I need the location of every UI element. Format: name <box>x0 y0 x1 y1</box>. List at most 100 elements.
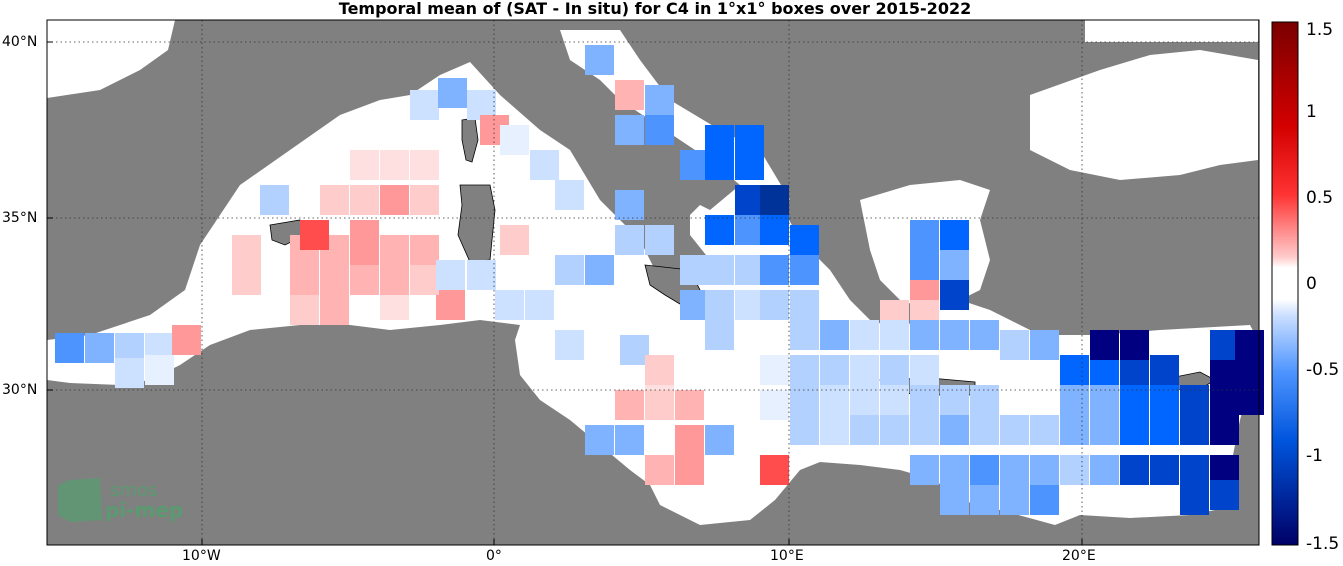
anomaly-cell <box>940 250 969 280</box>
anomaly-cell <box>880 355 909 385</box>
anomaly-cell <box>850 320 879 350</box>
anomaly-cell <box>1120 455 1149 485</box>
anomaly-cell <box>410 185 439 215</box>
anomaly-cell <box>910 250 939 280</box>
anomaly-cell <box>645 355 674 385</box>
lon-label-20e: 20°E <box>1062 548 1096 564</box>
anomaly-cell <box>910 355 939 385</box>
anomaly-cell <box>1090 385 1119 415</box>
anomaly-cell <box>1235 385 1264 415</box>
anomaly-cell <box>585 45 614 75</box>
anomaly-cell <box>940 485 969 515</box>
anomaly-cell <box>380 265 409 295</box>
anomaly-cell <box>495 290 524 320</box>
graticule <box>47 20 1259 545</box>
anomaly-cell <box>705 150 734 180</box>
anomaly-cell <box>438 78 467 108</box>
anomaly-cell <box>525 290 554 320</box>
anomaly-cell <box>880 385 909 415</box>
anomaly-cell <box>820 385 849 415</box>
anomaly-cell <box>1090 455 1119 485</box>
anomaly-cell <box>850 355 879 385</box>
colorbar-tick-1-5: 1.5 <box>1306 20 1334 40</box>
lon-label-10e: 10°E <box>770 548 804 564</box>
anomaly-cell <box>615 425 644 455</box>
anomaly-cell <box>760 455 789 485</box>
anomaly-cell <box>85 333 114 363</box>
anomaly-cell <box>790 320 819 350</box>
anomaly-cell <box>55 333 84 363</box>
anomaly-cell <box>680 255 709 285</box>
anomaly-cell <box>320 295 349 325</box>
anomaly-cell <box>850 415 879 445</box>
anomaly-cell <box>467 260 496 290</box>
anomaly-cell <box>910 415 939 445</box>
anomaly-cell <box>380 235 409 265</box>
anomaly-cell <box>320 185 349 215</box>
anomaly-cell <box>145 355 174 385</box>
anomaly-cell <box>970 455 999 485</box>
anomaly-cell <box>290 265 319 295</box>
anomaly-cell <box>1210 480 1239 510</box>
anomaly-cell <box>436 260 465 290</box>
anomaly-cell <box>1150 455 1179 485</box>
anomaly-cell <box>620 335 649 365</box>
anomaly-cell <box>880 415 909 445</box>
anomaly-cell <box>380 150 409 180</box>
anomaly-cell <box>645 390 674 420</box>
anomaly-cell <box>1090 415 1119 445</box>
anomaly-cell <box>615 115 644 145</box>
anomaly-cell <box>680 150 709 180</box>
anomaly-cell <box>1030 485 1059 515</box>
anomaly-cell <box>1150 355 1179 385</box>
anomaly-cell <box>1180 485 1209 515</box>
tick-marks <box>47 41 1083 545</box>
anomaly-cell <box>760 355 789 385</box>
anomaly-cell <box>1030 455 1059 485</box>
anomaly-cell <box>910 220 939 250</box>
anomaly-cell <box>1150 415 1179 445</box>
anomaly-cell <box>1120 415 1149 445</box>
anomaly-cell <box>790 385 819 415</box>
anomaly-cell <box>350 265 379 295</box>
anomaly-cell <box>880 320 909 350</box>
anomaly-cell <box>680 290 709 320</box>
anomaly-cell <box>410 90 439 120</box>
anomaly-cell <box>705 215 734 245</box>
anomaly-cell <box>1150 385 1179 415</box>
anomaly-cell <box>585 425 614 455</box>
anomaly-cell <box>970 385 999 415</box>
anomaly-cell <box>675 455 704 485</box>
anomaly-cell <box>1120 385 1149 415</box>
anomaly-cell <box>350 185 379 215</box>
anomaly-cell <box>1000 330 1029 360</box>
anomaly-cell <box>735 255 764 285</box>
map-title: Temporal mean of (SAT - In situ) for C4 … <box>338 0 972 18</box>
anomaly-cell <box>1030 415 1059 445</box>
colorbar-tick-1: 1 <box>1306 102 1317 122</box>
anomaly-cell <box>232 235 261 265</box>
anomaly-cell <box>910 320 939 350</box>
anomaly-cell <box>1000 415 1029 445</box>
anomaly-cell <box>940 280 969 310</box>
anomaly-cell <box>760 390 789 420</box>
anomaly-cell <box>1060 355 1089 385</box>
anomaly-cell <box>410 235 439 265</box>
lat-label-35n: 35°N <box>2 210 38 226</box>
colorbar <box>1271 21 1299 546</box>
anomaly-cell <box>1180 415 1209 445</box>
anomaly-cell <box>500 225 529 255</box>
anomaly-cell <box>300 220 329 250</box>
smos-logo <box>58 478 102 522</box>
anomaly-cell <box>970 320 999 350</box>
anomaly-cell <box>705 425 734 455</box>
anomaly-cell <box>350 150 379 180</box>
anomaly-cell <box>790 255 819 285</box>
anomaly-cell <box>290 295 319 325</box>
anomaly-cell <box>645 115 674 145</box>
anomaly-cell <box>940 455 969 485</box>
anomaly-cell <box>500 125 529 155</box>
anomaly-cell <box>910 385 939 415</box>
anomaly-cell <box>645 225 674 255</box>
anomaly-cell <box>555 255 584 285</box>
